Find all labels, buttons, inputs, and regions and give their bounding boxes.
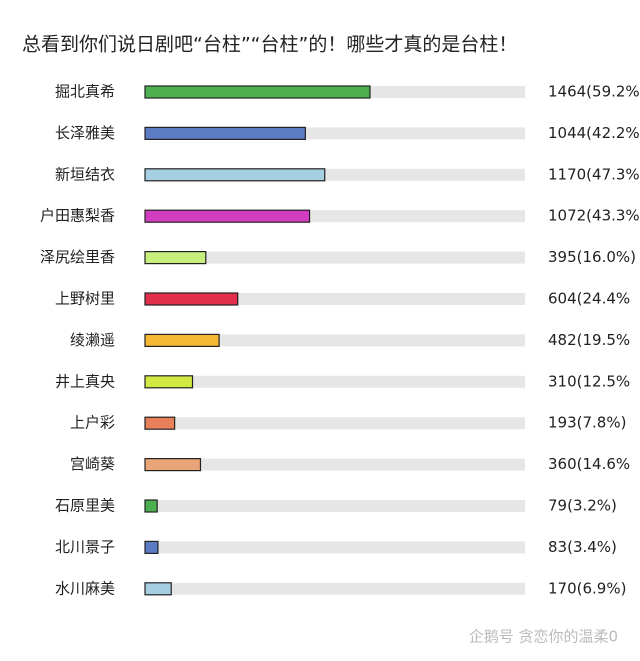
bar-track [145,293,525,305]
category-label: 上野树里 [55,290,115,308]
category-label: 掘北真希 [55,83,115,101]
category-label: 北川景子 [55,538,115,556]
value-label: 310(12.5% [548,372,630,390]
bar [144,292,239,306]
value-label: 170(6.9%) [548,579,626,597]
category-label: 新垣结衣 [55,165,115,183]
bar [144,540,159,555]
value-label: 1170(47.3% [548,165,640,183]
value-label: 1072(43.3% [548,207,640,225]
chart-title: 总看到你们说日剧吧“台柱”“台柱”的！哪些才真的是台柱！ [22,34,517,56]
bar [144,168,326,182]
bar [144,375,194,389]
category-label: 上户彩 [70,414,115,432]
bar [144,333,220,347]
category-label: 水川麻美 [55,579,115,597]
bar-track [145,127,525,140]
bar [144,209,311,223]
value-label: 1044(42.2% [548,124,640,142]
value-label: 1464(59.2% [548,83,640,101]
bar-track [145,500,525,512]
bar-track [145,375,525,388]
category-label: 泽尻绘里香 [40,248,115,266]
value-label: 83(3.4%) [548,538,617,556]
bar [144,499,158,513]
bar-track [145,334,525,347]
bar-track [145,458,525,471]
category-label: 井上真央 [55,372,115,390]
value-label: 79(3.2%) [548,497,617,515]
bar-track [145,417,525,430]
category-label: 户田惠梨香 [40,207,115,225]
bar [144,85,371,99]
watermark: 企鹅号 贪恋你的温柔0 [469,628,618,646]
category-label: 长泽雅美 [55,124,115,142]
bar-track [145,582,525,595]
category-label: 宫崎葵 [70,455,115,473]
bar [144,458,202,472]
value-label: 604(24.4% [548,290,630,308]
bar [144,251,207,265]
value-label: 360(14.6% [548,455,630,473]
bar-track [145,251,525,264]
value-label: 482(19.5% [548,331,630,349]
category-label: 绫濑遥 [70,331,115,349]
value-label: 395(16.0%) [548,248,636,266]
value-label: 193(7.8%) [548,414,626,432]
bar-track [145,541,525,554]
bar [144,126,306,141]
category-label: 石原里美 [55,497,115,515]
bar [144,416,176,430]
bar [144,582,172,596]
